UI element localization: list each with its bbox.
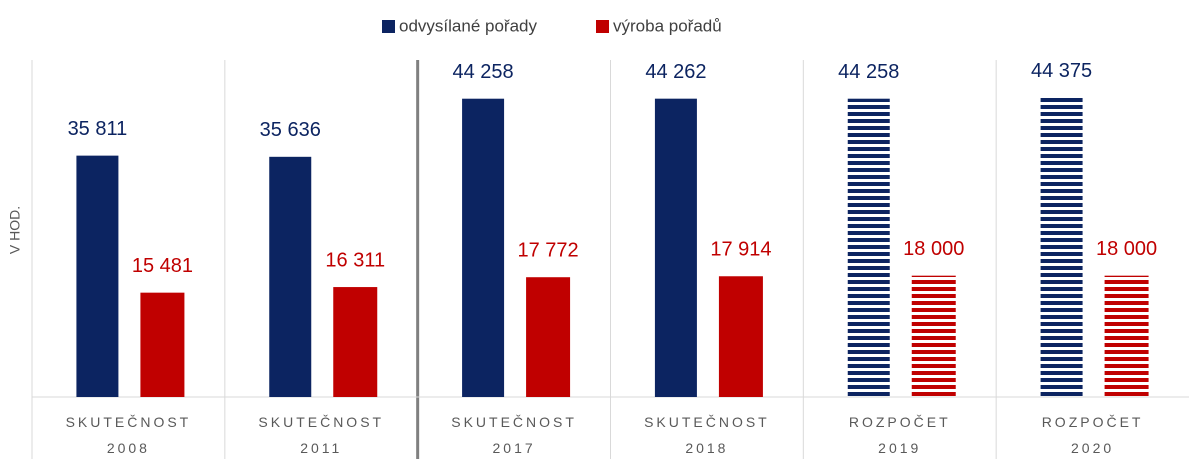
- data-label: 35 636: [260, 119, 321, 141]
- bar: [140, 292, 185, 397]
- bar: [333, 287, 378, 397]
- bar: [76, 155, 119, 397]
- data-label: 17 772: [517, 239, 578, 261]
- legend-label: odvysílané pořady: [399, 16, 537, 35]
- x-tick-label: SKUTEČNOST 2017: [451, 414, 577, 456]
- bar: [462, 98, 505, 397]
- y-axis-label: V HOD.: [7, 206, 23, 254]
- data-label: 44 262: [645, 61, 706, 83]
- bar: [526, 277, 571, 397]
- x-tick-label: SKUTEČNOST 2018: [644, 414, 770, 456]
- x-tick-label: SKUTEČNOST 2011: [258, 414, 384, 456]
- bar: [1104, 275, 1149, 397]
- legend-swatch: [596, 20, 609, 33]
- x-tick-label: SKUTEČNOST 2008: [66, 414, 192, 456]
- data-label: 18 000: [1096, 238, 1157, 260]
- legend-label: výroba pořadů: [613, 16, 722, 35]
- data-label: 35 811: [68, 118, 128, 140]
- x-tick-label: ROZPOČET 2020: [1042, 414, 1144, 456]
- data-label: 16 311: [325, 249, 385, 271]
- bar: [847, 98, 890, 397]
- legend-swatch: [382, 20, 395, 33]
- bar: [718, 276, 763, 397]
- data-label: 44 258: [452, 61, 513, 83]
- bar: [911, 275, 956, 397]
- data-label: 15 481: [132, 255, 193, 277]
- bar: [1040, 97, 1083, 397]
- data-label: 17 914: [710, 239, 771, 261]
- bar: [654, 98, 697, 397]
- data-label: 18 000: [903, 238, 964, 260]
- x-tick-label: ROZPOČET 2019: [849, 414, 951, 456]
- bar: [269, 156, 312, 397]
- data-label: 44 258: [838, 61, 899, 83]
- data-label: 44 375: [1031, 60, 1092, 82]
